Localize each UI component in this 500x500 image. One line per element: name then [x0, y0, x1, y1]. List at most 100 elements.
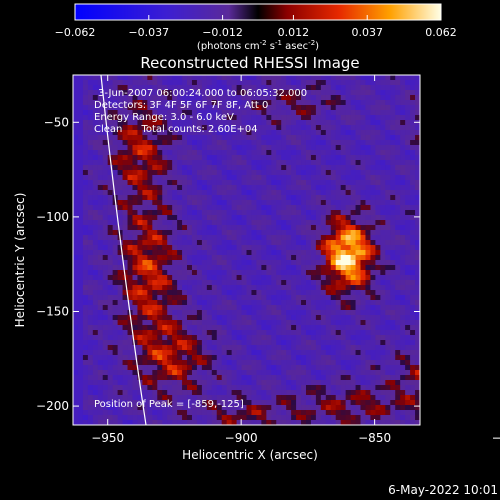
heatmap-cell [73, 390, 79, 396]
heatmap-cell [107, 90, 114, 96]
heatmap-cell [375, 375, 381, 381]
heatmap-cell [325, 370, 332, 376]
heatmap-cell [325, 155, 332, 161]
heatmap-cell [73, 320, 79, 326]
heatmap-cell [385, 280, 391, 286]
heatmap-cell [172, 170, 178, 176]
heatmap-cell [315, 215, 322, 221]
heatmap-cell [325, 240, 332, 246]
heatmap-cell [82, 330, 89, 336]
heatmap-cell [360, 285, 367, 291]
heatmap-cell [340, 90, 347, 96]
heatmap-cell [246, 175, 253, 181]
heatmap-cell [112, 300, 119, 306]
heatmap-cell [276, 190, 282, 196]
heatmap-cell [167, 145, 173, 151]
heatmap-cell [266, 110, 272, 116]
heatmap-cell [142, 350, 148, 356]
heatmap-cell [172, 290, 178, 296]
heatmap-cell [191, 185, 198, 191]
heatmap-cell [246, 90, 253, 96]
heatmap-cell [380, 255, 386, 261]
heatmap-cell [137, 135, 143, 141]
heatmap-cell [142, 365, 148, 371]
heatmap-cell [325, 375, 332, 381]
heatmap-cell [370, 380, 376, 386]
heatmap-cell [152, 355, 158, 361]
heatmap-cell [271, 340, 277, 346]
heatmap-cell [286, 385, 292, 391]
heatmap-cell [162, 75, 168, 81]
heatmap-cell [112, 400, 119, 406]
heatmap-cell [340, 200, 347, 206]
heatmap-cell [276, 395, 282, 401]
heatmap-cell [87, 95, 94, 101]
heatmap-cell [201, 90, 208, 96]
heatmap-cell [122, 415, 129, 421]
heatmap-cell [107, 205, 114, 211]
heatmap-cell [355, 200, 362, 206]
heatmap-cell [177, 205, 183, 211]
heatmap-cell [137, 255, 143, 261]
heatmap-cell [182, 180, 188, 186]
heatmap-cell [182, 395, 188, 401]
heatmap-cell [286, 280, 292, 286]
heatmap-cell [350, 200, 357, 206]
heatmap-cell [276, 210, 282, 216]
heatmap-cell [132, 80, 139, 86]
heatmap-cell [375, 310, 381, 316]
heatmap-cell [187, 420, 193, 425]
heatmap-cell [77, 75, 84, 81]
heatmap-cell [345, 265, 352, 271]
heatmap-cell [97, 140, 104, 146]
heatmap-cell [281, 115, 287, 121]
heatmap-cell [137, 290, 143, 296]
heatmap-cell [305, 100, 312, 106]
heatmap-cell [162, 335, 168, 341]
heatmap-cell [410, 210, 416, 216]
heatmap-cell [241, 280, 248, 286]
heatmap-cell [172, 210, 178, 216]
heatmap-cell [380, 395, 386, 401]
heatmap-cell [182, 165, 188, 171]
heatmap-cell [261, 150, 267, 156]
heatmap-cell [385, 415, 391, 421]
heatmap-cell [206, 85, 213, 91]
heatmap-cell [345, 275, 352, 281]
heatmap-cell [320, 260, 327, 266]
heatmap-cell [127, 85, 134, 91]
heatmap-cell [345, 310, 352, 316]
heatmap-cell [122, 110, 129, 116]
heatmap-cell [87, 395, 94, 401]
heatmap-cell [271, 325, 277, 331]
heatmap-cell [405, 255, 411, 261]
heatmap-cell [196, 300, 203, 306]
heatmap-cell [236, 150, 243, 156]
heatmap-cell [117, 205, 124, 211]
heatmap-cell [137, 130, 143, 136]
heatmap-cell [330, 115, 337, 121]
heatmap-cell [87, 80, 94, 86]
heatmap-cell [410, 100, 416, 106]
heatmap-cell [335, 300, 342, 306]
heatmap-cell [360, 190, 367, 196]
heatmap-cell [236, 305, 243, 311]
heatmap-cell [276, 80, 282, 86]
heatmap-cell [335, 415, 342, 421]
heatmap-cell [355, 170, 362, 176]
heatmap-cell [395, 190, 401, 196]
heatmap-cell [385, 330, 391, 336]
heatmap-cell [415, 230, 420, 236]
heatmap-cell [380, 185, 386, 191]
heatmap-cell [266, 220, 272, 226]
heatmap-cell [330, 195, 337, 201]
heatmap-cell [296, 365, 302, 371]
heatmap-cell [400, 170, 406, 176]
heatmap-cell [370, 215, 376, 221]
heatmap-cell [296, 215, 302, 221]
heatmap-cell [231, 300, 238, 306]
heatmap-cell [97, 160, 104, 166]
heatmap-cell [82, 95, 89, 101]
heatmap-cell [87, 350, 94, 356]
heatmap-cell [167, 205, 173, 211]
